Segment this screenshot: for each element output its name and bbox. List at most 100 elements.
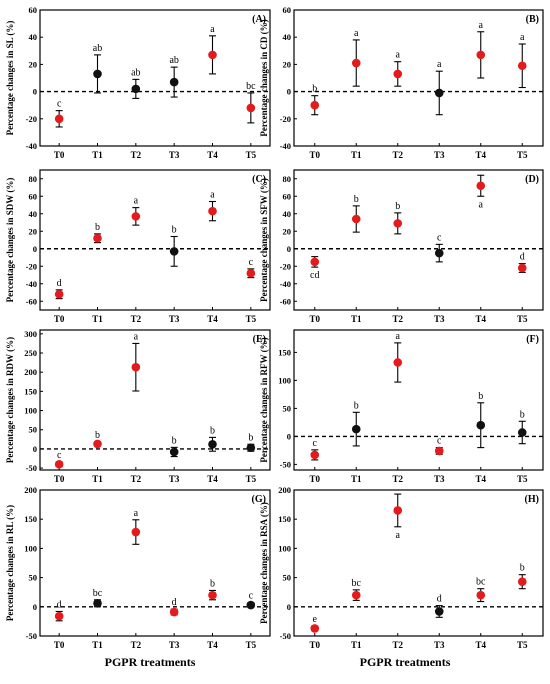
y-axis-label: Percentage changes in RFW (%) bbox=[259, 337, 269, 462]
data-point bbox=[169, 77, 179, 87]
significance-letter: a bbox=[134, 196, 139, 207]
x-tick-label: T4 bbox=[207, 474, 218, 484]
data-point bbox=[54, 459, 64, 469]
y-tick-label: -20 bbox=[26, 114, 37, 124]
x-tick-label: T0 bbox=[54, 314, 65, 324]
x-tick-label: T2 bbox=[131, 150, 142, 160]
significance-letter: a bbox=[134, 331, 139, 342]
data-point bbox=[310, 450, 320, 460]
x-tick-label: T4 bbox=[207, 314, 218, 324]
data-point bbox=[131, 527, 141, 537]
plot-frame bbox=[39, 329, 271, 471]
x-tick-label: T0 bbox=[309, 474, 320, 484]
y-tick-label: -50 bbox=[26, 463, 37, 473]
data-point bbox=[476, 420, 486, 430]
y-tick-label: 0 bbox=[287, 431, 291, 441]
y-tick-label: 40 bbox=[29, 209, 38, 219]
significance-letter: ab bbox=[169, 55, 178, 66]
y-tick-label: 80 bbox=[283, 174, 292, 184]
data-point bbox=[131, 212, 141, 221]
x-tick-label: T4 bbox=[207, 150, 218, 160]
data-point bbox=[54, 114, 64, 124]
data-point bbox=[517, 61, 527, 71]
panel-c: -60 -40 -20 0 20 40 60 80 T0 T1 T2 T3 T4 T5 Percentage… bbox=[5, 169, 271, 324]
panel-label: (F) bbox=[526, 334, 539, 345]
y-tick-label: -50 bbox=[280, 459, 291, 469]
y-tick-label: -40 bbox=[26, 141, 37, 151]
panel-a: -40 -20 0 20 40 60 T0 T1 T2 T3 T4 T5 Percentage chan… bbox=[5, 5, 271, 160]
data-point bbox=[54, 611, 64, 621]
data-point bbox=[169, 607, 179, 617]
data-point bbox=[434, 248, 444, 258]
y-tick-label: -20 bbox=[26, 261, 37, 271]
panel-b: -40 -20 0 20 40 60 T0 T1 T2 T3 T4 T5 Percentage chan… bbox=[259, 5, 544, 160]
plot-frame bbox=[39, 9, 271, 147]
y-tick-label: 60 bbox=[29, 191, 38, 201]
significance-letter: b bbox=[354, 194, 359, 205]
x-tick-label: T5 bbox=[246, 150, 257, 160]
y-tick-label: -40 bbox=[280, 141, 291, 151]
data-point bbox=[93, 598, 102, 608]
significance-letter: c bbox=[313, 438, 318, 449]
significance-letter: d bbox=[57, 599, 62, 610]
y-tick-label: 20 bbox=[29, 59, 38, 69]
y-axis-label: Percentage changes in SFW (%) bbox=[259, 178, 269, 302]
plot-frame bbox=[39, 489, 271, 637]
y-tick-label: 150 bbox=[278, 347, 291, 357]
y-tick-label: -20 bbox=[280, 261, 291, 271]
y-tick-label: -50 bbox=[26, 631, 37, 641]
x-tick-label: T4 bbox=[207, 640, 218, 650]
significance-letter: b bbox=[95, 222, 100, 233]
x-tick-label: T0 bbox=[54, 640, 65, 650]
x-tick-label: T5 bbox=[517, 314, 528, 324]
x-tick-label: T1 bbox=[92, 640, 103, 650]
significance-letter: ab bbox=[93, 43, 102, 54]
significance-letter: bc bbox=[246, 81, 256, 92]
data-point bbox=[351, 58, 361, 68]
y-tick-label: 60 bbox=[283, 191, 292, 201]
x-tick-label: T5 bbox=[517, 474, 528, 484]
data-point bbox=[517, 263, 527, 273]
data-point bbox=[93, 69, 102, 79]
significance-letter: bc bbox=[93, 588, 103, 599]
x-tick-label: T5 bbox=[246, 314, 257, 324]
x-tick-label: T2 bbox=[131, 314, 142, 324]
y-tick-label: -50 bbox=[280, 631, 291, 641]
x-tick-label: T4 bbox=[475, 150, 486, 160]
y-tick-label: 60 bbox=[283, 5, 292, 15]
y-tick-label: 40 bbox=[29, 32, 38, 42]
y-tick-label: 100 bbox=[278, 543, 291, 553]
plot-frame bbox=[39, 169, 271, 311]
significance-letter: ab bbox=[131, 67, 140, 78]
data-point bbox=[393, 219, 403, 228]
significance-letter: b bbox=[478, 391, 483, 402]
data-point bbox=[517, 428, 527, 437]
significance-letter: bc bbox=[476, 577, 486, 588]
data-point bbox=[246, 600, 256, 610]
data-point bbox=[393, 358, 403, 367]
x-tick-label: T5 bbox=[517, 640, 528, 650]
data-point bbox=[169, 447, 179, 457]
y-axis-label: Percentage changes in SL (%) bbox=[5, 21, 15, 136]
significance-letter: cd bbox=[310, 270, 319, 281]
x-tick-label: T5 bbox=[246, 474, 257, 484]
x-tick-label: T0 bbox=[309, 150, 320, 160]
significance-letter: a bbox=[479, 20, 484, 31]
significance-letter: a bbox=[396, 331, 401, 342]
panel-f: -50 0 50 100 150 T0 T1 T2 T3 T4 T5 Percentage chang… bbox=[259, 329, 544, 484]
x-tick-label: T1 bbox=[351, 150, 362, 160]
y-tick-label: 0 bbox=[287, 244, 291, 254]
data-point bbox=[208, 206, 217, 216]
panels: -40 -20 0 20 40 60 T0 T1 T2 T3 T4 T5 Percentage chan… bbox=[5, 5, 544, 650]
y-tick-label: -40 bbox=[280, 279, 291, 289]
plot-frame bbox=[293, 329, 544, 471]
y-axis-label: Percentage changes in SDW (%) bbox=[5, 178, 15, 303]
y-tick-label: -60 bbox=[280, 296, 291, 306]
x-tick-label: T0 bbox=[309, 640, 320, 650]
significance-letter: b bbox=[395, 201, 400, 212]
data-point bbox=[393, 69, 403, 79]
significance-letter: b bbox=[520, 409, 525, 420]
significance-letter: d bbox=[172, 597, 177, 608]
data-point bbox=[131, 362, 141, 372]
significance-letter: c bbox=[57, 450, 62, 461]
